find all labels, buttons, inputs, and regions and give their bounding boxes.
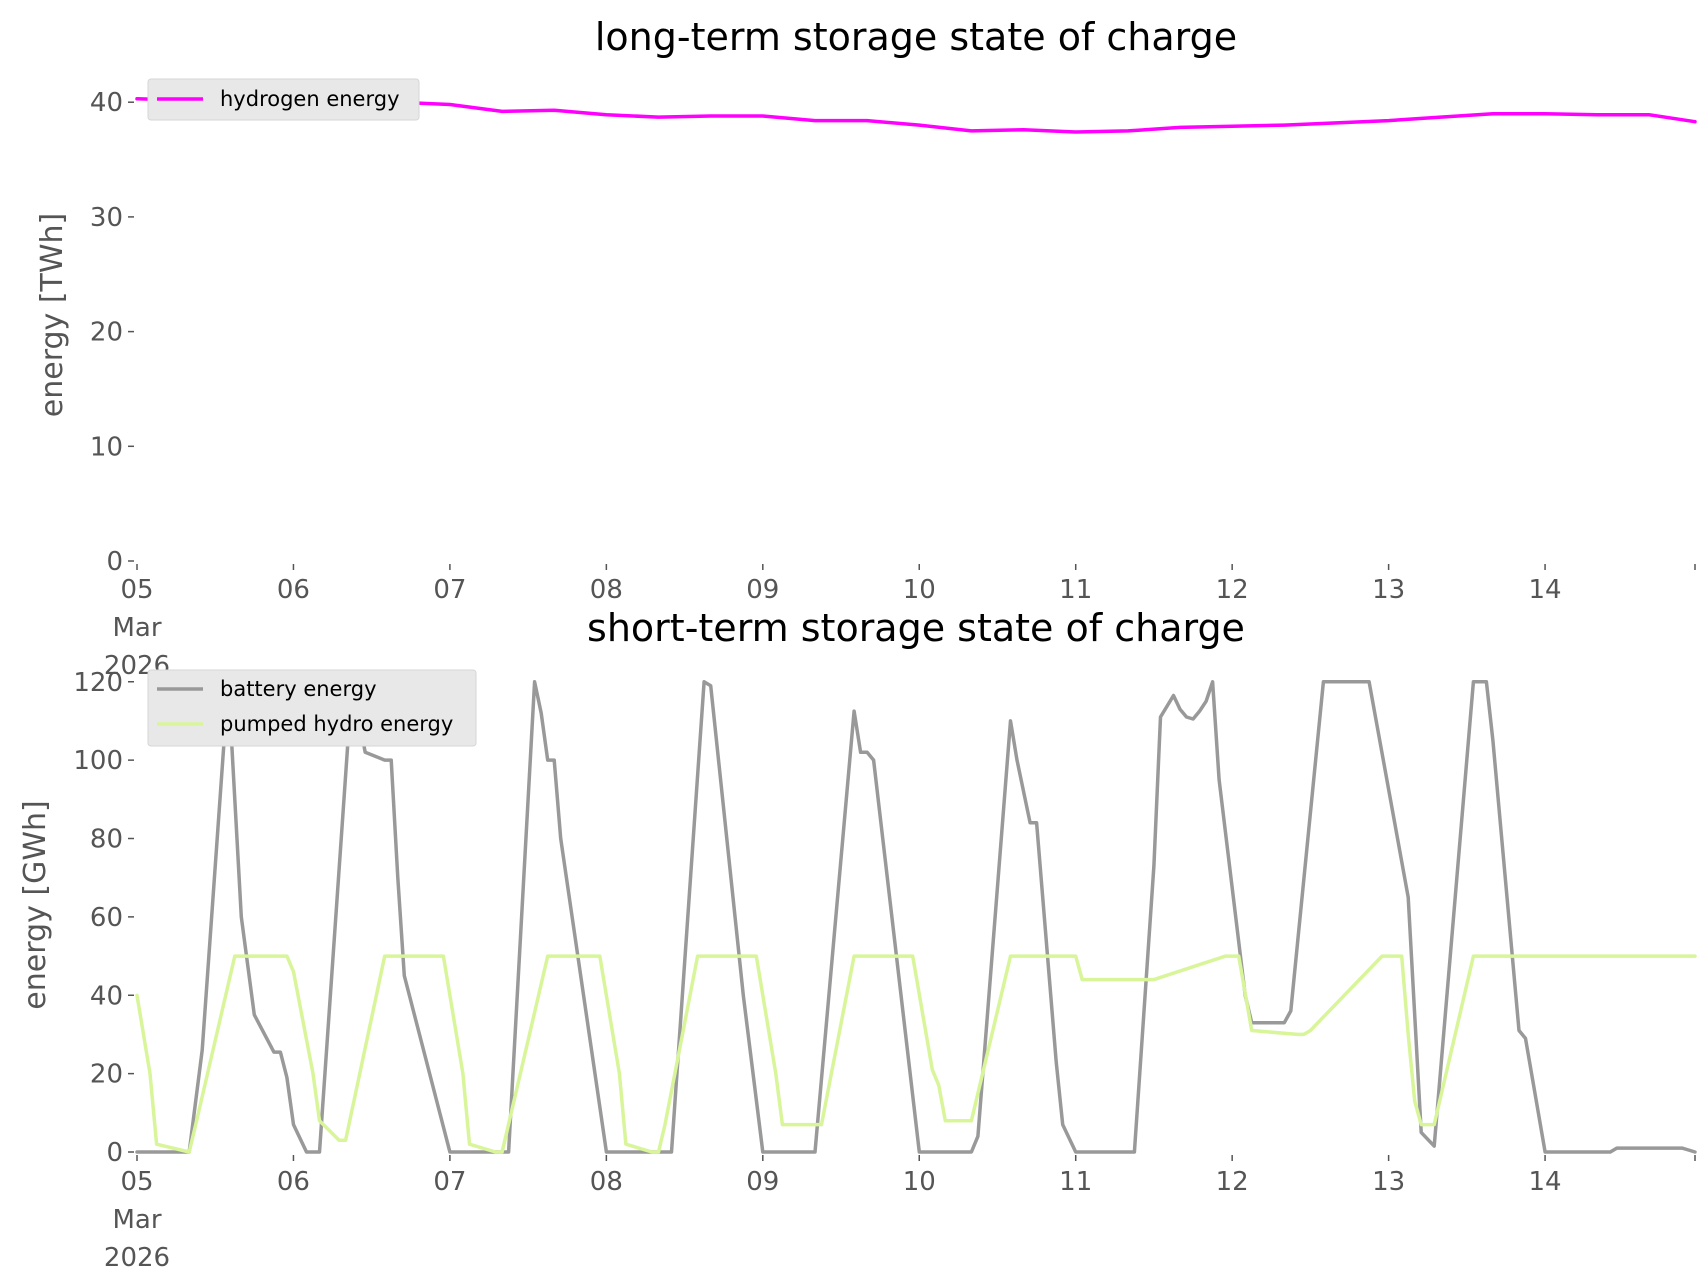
short-term-x-ticks: 05 Mar 2026 06 07 08 09 10 11 12 13 14 <box>104 1155 1696 1273</box>
x-tick-label: 10 <box>903 1167 936 1197</box>
y-tick-label: 30 <box>90 203 123 233</box>
legend-label-hydrogen: hydrogen energy <box>220 87 400 111</box>
x-tick-label: 13 <box>1372 1167 1405 1197</box>
x-tick-label: 05 Mar 2026 <box>104 575 170 681</box>
x-tick-label: 12 <box>1216 575 1249 605</box>
x-tick-label: 07 <box>433 1167 466 1197</box>
x-tick-label: 06 <box>277 575 310 605</box>
legend-label-pumped-hydro: pumped hydro energy <box>220 712 453 736</box>
y-tick-label: 40 <box>90 981 123 1011</box>
long-term-y-axis-label: energy [TWh] <box>35 213 70 417</box>
long-term-chart: long-term storage state of charge energy… <box>35 15 1697 681</box>
y-tick-label: 20 <box>90 1060 123 1090</box>
x-tick-label: 05 Mar 2026 <box>104 1167 170 1273</box>
y-tick-label: 40 <box>90 88 123 118</box>
legend-label-battery: battery energy <box>220 677 377 701</box>
x-tick-label: 13 <box>1372 575 1405 605</box>
y-tick-label: 0 <box>106 547 123 577</box>
y-tick-label: 80 <box>90 825 123 855</box>
y-tick-label: 60 <box>90 903 123 933</box>
y-tick-label: 20 <box>90 318 123 348</box>
x-tick-label: 06 <box>277 1167 310 1197</box>
short-term-legend: battery energy pumped hydro energy <box>147 669 477 747</box>
short-term-chart: short-term storage state of charge energ… <box>18 606 1697 1273</box>
long-term-x-ticks: 05 Mar 2026 06 07 08 09 10 11 12 13 14 <box>104 564 1696 681</box>
series-line-pumped-hydro-energy <box>135 954 1697 1154</box>
x-tick-label: 09 <box>746 575 779 605</box>
x-tick-label: 11 <box>1059 575 1092 605</box>
x-tick-label: 12 <box>1216 1167 1249 1197</box>
x-tick-label: 10 <box>903 575 936 605</box>
long-term-legend: hydrogen energy <box>147 78 420 121</box>
x-tick-label: 07 <box>433 575 466 605</box>
short-term-y-axis-label: energy [GWh] <box>18 800 53 1009</box>
x-tick-label: 08 <box>590 1167 623 1197</box>
long-term-series-lines <box>135 97 1697 134</box>
series-line-battery-energy <box>135 680 1697 1154</box>
x-tick-label: 11 <box>1059 1167 1092 1197</box>
x-tick-label: 08 <box>590 575 623 605</box>
y-tick-label: 10 <box>90 432 123 462</box>
y-tick-label: 100 <box>73 746 123 776</box>
long-term-chart-title: long-term storage state of charge <box>595 15 1237 59</box>
series-line-hydrogen-energy <box>135 97 1697 134</box>
short-term-series-lines <box>135 680 1697 1154</box>
long-term-y-ticks: 0 10 20 30 40 <box>90 88 134 577</box>
short-term-chart-title: short-term storage state of charge <box>587 606 1245 650</box>
short-term-y-ticks: 0 20 40 60 80 100 120 <box>73 668 134 1168</box>
y-tick-label: 0 <box>106 1138 123 1168</box>
x-tick-label: 14 <box>1529 1167 1562 1197</box>
x-tick-label: 09 <box>746 1167 779 1197</box>
y-tick-label: 120 <box>73 668 123 698</box>
x-tick-label: 14 <box>1529 575 1562 605</box>
